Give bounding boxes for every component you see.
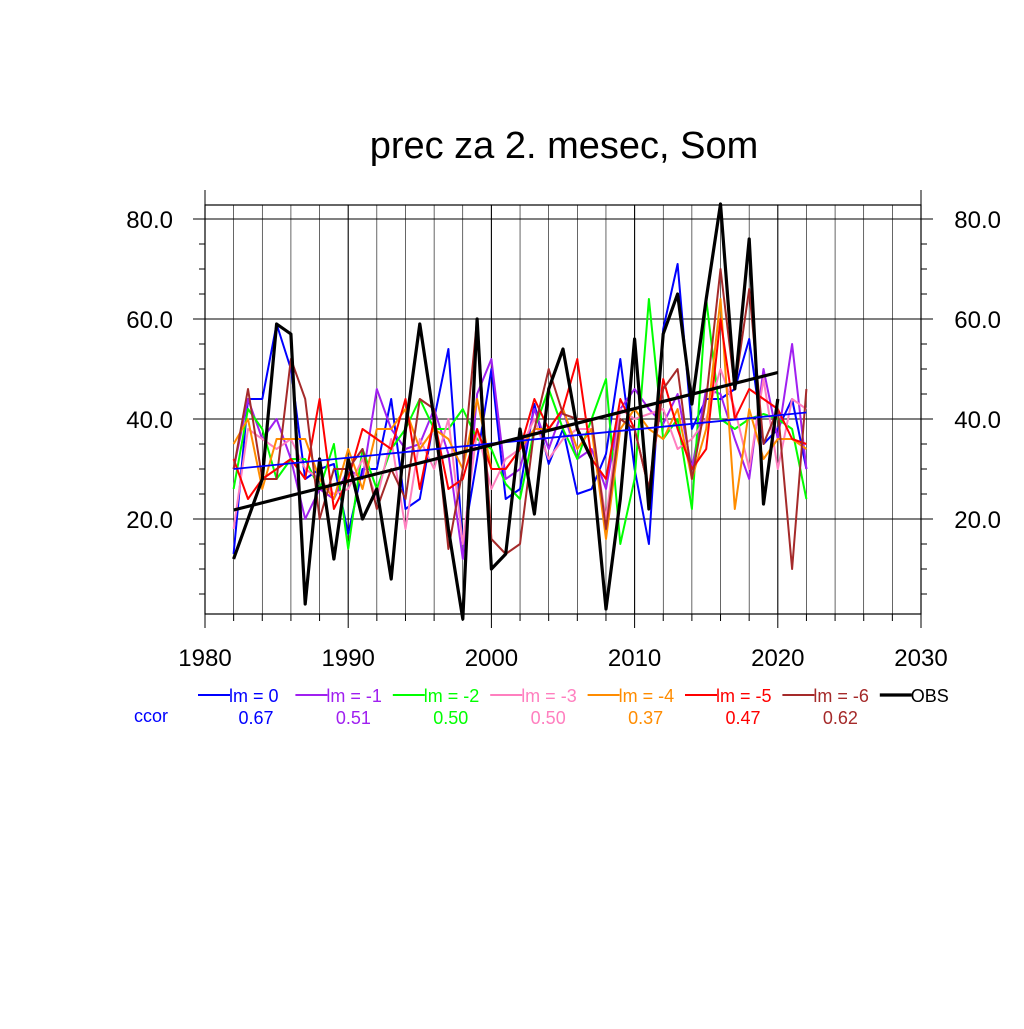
- x-tick-label: 2020: [751, 645, 804, 672]
- x-tick-label: 2030: [894, 645, 947, 672]
- x-tick-label: 1990: [322, 645, 375, 672]
- y-tick-label-right: 20.0: [954, 507, 1001, 534]
- y-tick-label-left: 20.0: [126, 507, 173, 534]
- y-tick-label-right: 40.0: [954, 407, 1001, 434]
- x-tick-label: 1980: [178, 645, 231, 672]
- y-tick-label-right: 80.0: [954, 207, 1001, 234]
- ccor-label: ccor: [134, 706, 168, 726]
- legend-entry: lm = -6: [813, 686, 869, 706]
- trend-line: [233, 411, 807, 470]
- x-tick-label: 2000: [465, 645, 518, 672]
- legend-entry: lm = -3: [521, 686, 577, 706]
- legend-entry: lm = 0: [229, 686, 279, 706]
- trend-line: [233, 370, 779, 512]
- legend-entry: lm = -4: [619, 686, 675, 706]
- ccor-value: 0.62: [823, 708, 858, 728]
- ccor-value: 0.47: [725, 708, 760, 728]
- ccor-value: 0.67: [238, 708, 273, 728]
- ccor-value: 0.50: [433, 708, 468, 728]
- legend-entry: lm = -2: [424, 686, 480, 706]
- axis-layer: 20.0 20.0 40.0 40.0 60.0 60.0 80.0 80.0 1980 1990…: [126, 190, 1001, 672]
- y-tick-label-left: 40.0: [126, 407, 173, 434]
- legend-entry: lm = -5: [716, 686, 772, 706]
- ccor-value: 0.37: [628, 708, 663, 728]
- x-tick-label: 2010: [608, 645, 661, 672]
- series-line-lm-5: [232, 318, 807, 510]
- legend-entry: lm = -1: [326, 686, 382, 706]
- series-layer: [232, 202, 808, 621]
- ccor-value: 0.51: [336, 708, 371, 728]
- y-tick-label-left: 80.0: [126, 207, 173, 234]
- y-tick-label-right: 60.0: [954, 307, 1001, 334]
- legend-entry: OBS: [911, 686, 949, 706]
- series-line-obs: [232, 202, 780, 621]
- ccor-value: 0.50: [531, 708, 566, 728]
- y-tick-label-left: 60.0: [126, 307, 173, 334]
- chart-title: prec za 2. mesec, Som: [370, 125, 759, 167]
